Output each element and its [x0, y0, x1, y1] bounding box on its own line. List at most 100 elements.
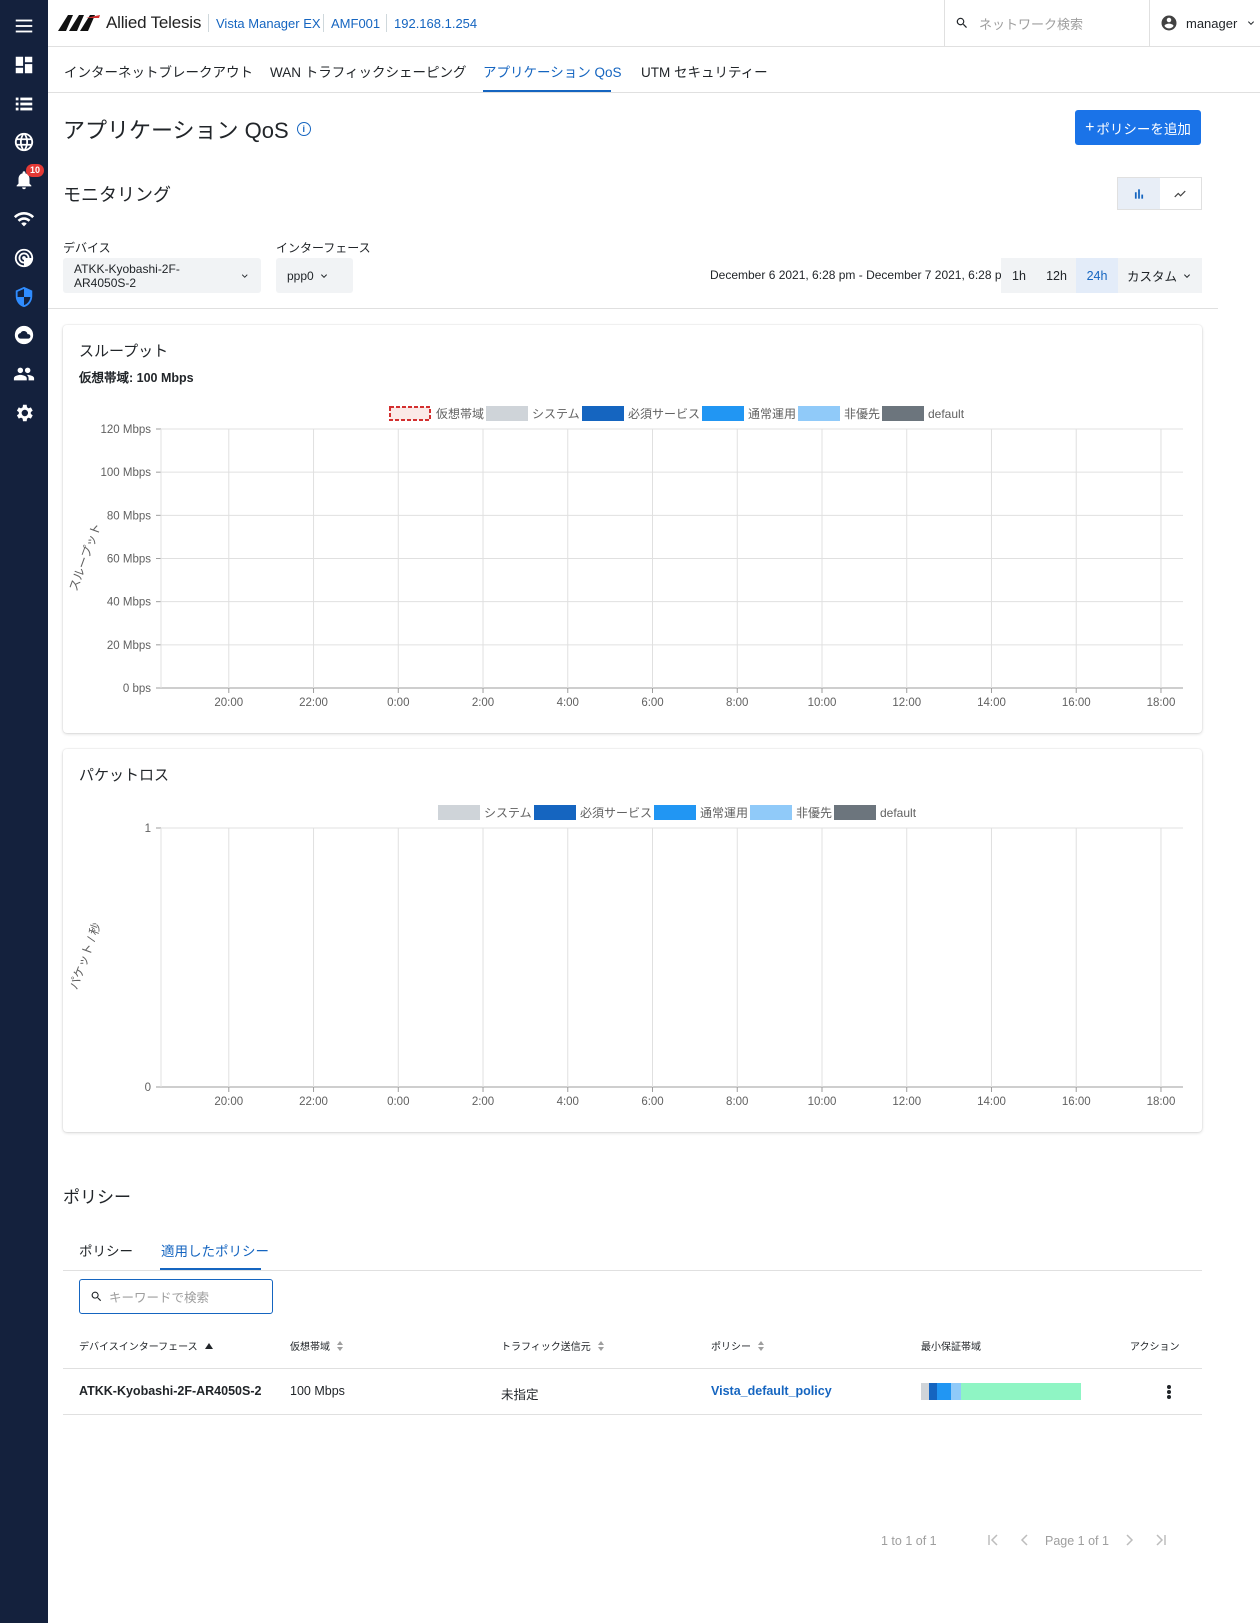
dashboard-icon[interactable] — [0, 47, 48, 83]
device-label: デバイス — [63, 241, 111, 255]
x-tick-label: 16:00 — [1062, 1096, 1091, 1108]
page-title-text: アプリケーション QoS — [63, 118, 289, 143]
bar-segment-essential — [929, 1383, 937, 1400]
info-icon[interactable]: i — [296, 122, 311, 136]
bar-chart-view-button[interactable] — [1118, 178, 1160, 209]
x-tick-label: 20:00 — [214, 697, 243, 709]
packet-loss-chart: システム 必須サービス 通常運用 非優先 default 0 1 20:00 22:00 0:00… — [67, 805, 1183, 1108]
legend-swatch — [882, 406, 924, 421]
interface-select[interactable]: ppp0 — [276, 258, 353, 293]
bell-icon[interactable]: 10 — [0, 162, 48, 198]
network-search[interactable]: ネットワーク検索 — [944, 0, 1149, 46]
x-tick-label: 4:00 — [557, 1096, 579, 1108]
tab-applied-policy[interactable]: 適用したポリシー — [161, 1244, 269, 1259]
brand-logo[interactable]: Allied Telesis — [58, 13, 201, 33]
x-tick-label: 22:00 — [299, 1096, 328, 1108]
wifi-icon[interactable] — [0, 201, 48, 237]
interface-label: インターフェース — [276, 241, 371, 255]
last-page-icon[interactable] — [1155, 1534, 1167, 1546]
chevron-down-icon — [241, 273, 248, 278]
next-page-icon[interactable] — [1123, 1534, 1135, 1546]
plus-icon: + — [1085, 118, 1095, 136]
network-search-placeholder: ネットワーク検索 — [979, 16, 1084, 32]
column-header-virtual-bandwidth[interactable]: 仮想帯域 — [290, 1338, 344, 1353]
previous-page-icon[interactable] — [1019, 1534, 1031, 1546]
top-bar: Allied Telesis Vista Manager EX AMF001 1… — [48, 0, 1260, 47]
packet-loss-card: パケットロス システム 必須サービス 通常運用 非優先 default 0 1 20:00 22… — [63, 749, 1202, 1132]
x-tick-label: 12:00 — [892, 1096, 921, 1108]
chevron-down-icon — [1248, 21, 1255, 25]
keyword-search-input[interactable]: キーワードで検索 — [79, 1279, 273, 1314]
cell-policy-link[interactable]: Vista_default_policy — [711, 1384, 832, 1398]
gear-icon[interactable] — [0, 395, 48, 431]
cell-virtual-bandwidth: 100 Mbps — [290, 1384, 345, 1398]
list-icon[interactable] — [0, 86, 48, 122]
user-menu[interactable]: manager — [1149, 0, 1260, 46]
range-24h-button[interactable]: 24h — [1076, 258, 1118, 293]
globe-icon[interactable] — [0, 124, 48, 160]
breadcrumb-separator — [323, 14, 324, 32]
y-tick-label: 120 Mbps — [100, 424, 151, 436]
table-row-divider — [63, 1414, 1202, 1415]
legend-swatch — [798, 406, 840, 421]
search-icon — [91, 1291, 102, 1302]
first-page-icon[interactable] — [987, 1534, 999, 1546]
legend-label: 非優先 — [796, 806, 832, 820]
column-label: トラフィック送信元 — [501, 1342, 591, 1353]
tab-application-qos[interactable]: アプリケーション QoS — [483, 65, 622, 80]
main-tabs: インターネットブレークアウト WAN トラフィックシェーピング アプリケーション… — [48, 47, 1260, 93]
chevron-down-icon — [1184, 273, 1190, 278]
y-tick-label: 100 Mbps — [100, 467, 151, 479]
tab-wan-traffic-shaping[interactable]: WAN トラフィックシェーピング — [270, 65, 467, 80]
breadcrumb-product[interactable]: Vista Manager EX — [216, 16, 321, 31]
legend-swatch — [486, 406, 528, 421]
keyword-search-placeholder: キーワードで検索 — [109, 1291, 210, 1305]
range-custom-button[interactable]: カスタム — [1118, 258, 1202, 293]
column-header-device-interface[interactable]: デバイスインターフェース — [79, 1338, 214, 1353]
brand-name: Allied Telesis — [106, 13, 202, 32]
add-policy-button[interactable]: + ポリシーを追加 — [1075, 110, 1201, 145]
menu-icon[interactable] — [0, 8, 48, 44]
y-tick-label: 80 Mbps — [107, 510, 151, 522]
tab-utm-security[interactable]: UTM セキュリティー — [641, 65, 768, 80]
column-header-traffic-source[interactable]: トラフィック送信元 — [501, 1338, 605, 1353]
cloud-icon[interactable] — [0, 317, 48, 353]
device-select[interactable]: ATKK-Kyobashi-2F-AR4050S-2 — [63, 258, 261, 293]
legend-swatch — [438, 805, 480, 820]
legend-label: 仮想帯域 — [436, 406, 484, 421]
policy-section-title: ポリシー — [63, 1188, 131, 1207]
x-tick-label: 2:00 — [472, 1096, 494, 1108]
time-range-selector: 1h 12h 24h カスタム — [1001, 258, 1202, 293]
pagination-range: 1 to 1 of 1 — [881, 1534, 937, 1548]
column-header-min-guaranteed-bandwidth: 最小保証帯域 — [921, 1338, 981, 1353]
legend-label: 通常運用 — [748, 407, 796, 421]
line-chart-view-button[interactable] — [1160, 178, 1202, 209]
shield-icon[interactable] — [0, 279, 48, 315]
pagination-page: Page 1 of 1 — [1045, 1534, 1109, 1548]
x-tick-label: 10:00 — [808, 1096, 837, 1108]
radar-icon[interactable] — [0, 240, 48, 276]
active-policy-tab-indicator — [160, 1268, 261, 1270]
legend-label: 必須サービス — [628, 407, 700, 421]
row-actions-menu-icon[interactable] — [1162, 1383, 1176, 1401]
line-chart-icon — [1174, 190, 1186, 197]
column-label: デバイスインターフェース — [79, 1342, 198, 1353]
column-header-policy[interactable]: ポリシー — [711, 1338, 765, 1353]
breadcrumb-amf[interactable]: AMF001 — [331, 16, 381, 31]
column-label: 最小保証帯域 — [921, 1342, 981, 1353]
sidebar: 10 — [0, 0, 48, 1623]
notification-badge: 10 — [26, 164, 45, 177]
x-tick-label: 18:00 — [1147, 1096, 1176, 1108]
range-12h-button[interactable]: 12h — [1037, 258, 1076, 293]
tab-internet-breakout[interactable]: インターネットブレークアウト — [64, 65, 253, 80]
sort-icon — [337, 1340, 343, 1351]
tab-policy[interactable]: ポリシー — [79, 1244, 133, 1259]
y-tick-label: 0 bps — [123, 683, 151, 695]
range-1h-button[interactable]: 1h — [1001, 258, 1037, 293]
users-icon[interactable] — [0, 356, 48, 392]
chart-view-toggle — [1117, 177, 1202, 210]
breadcrumb-ip[interactable]: 192.168.1.254 — [394, 16, 478, 31]
y-axis-label: スループット — [66, 521, 104, 593]
search-icon — [956, 17, 967, 28]
chevron-down-icon — [320, 273, 327, 278]
